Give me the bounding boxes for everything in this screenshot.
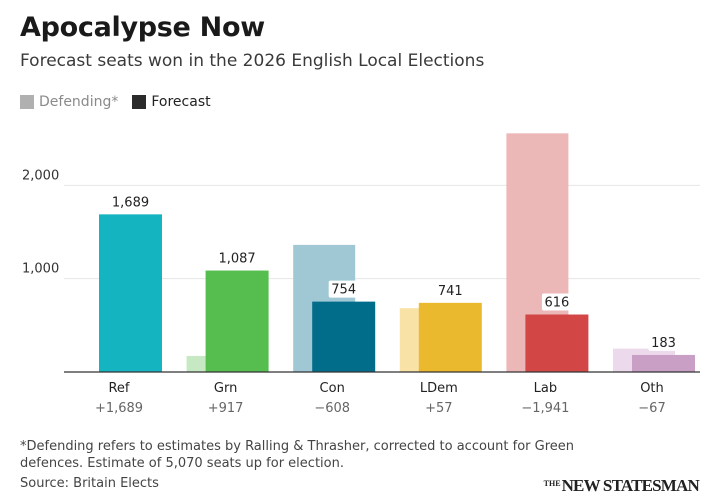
- bar-forecast-grn: [205, 270, 269, 372]
- data-label-halo: [435, 281, 466, 299]
- data-label: 1,689: [112, 195, 149, 210]
- change-label: −67: [638, 401, 665, 416]
- legend: Defending* Forecast: [20, 94, 225, 110]
- data-label-halo: [214, 249, 261, 267]
- x-tick-label: Oth: [640, 381, 664, 396]
- bar-chart: 1,000 2,000 1,689 Ref +1,689 1,087 Grn +917 754 C…: [22, 133, 700, 416]
- change-label: −1,941: [521, 401, 569, 416]
- x-tick-label: Grn: [214, 381, 237, 396]
- data-label-halo: [107, 193, 154, 211]
- data-label: 1,087: [218, 252, 255, 267]
- legend-item-defending: Defending*: [20, 94, 118, 110]
- x-tick-label: LDem: [420, 381, 458, 396]
- change-label: +917: [208, 401, 244, 416]
- data-label: 741: [438, 284, 463, 299]
- data-label: 183: [651, 336, 676, 351]
- data-label-halo: [328, 280, 359, 298]
- footnote: *Defending refers to estimates by Rallin…: [20, 439, 574, 471]
- legend-label-defending: Defending*: [39, 94, 119, 110]
- change-label: +1,689: [95, 401, 143, 416]
- x-tick-label: Lab: [534, 381, 557, 396]
- change-label: −608: [314, 401, 350, 416]
- data-label-halo: [648, 333, 679, 351]
- logo-prefix: THE: [543, 479, 561, 488]
- legend-swatch-forecast: [132, 95, 147, 109]
- bar-forecast-lab: [525, 314, 589, 372]
- y-tick-label: 1,000: [22, 262, 59, 277]
- x-tick-label: Con: [320, 381, 345, 396]
- source-note: Source: Britain Elects: [20, 476, 159, 491]
- bar-forecast-ref: [99, 214, 162, 372]
- bar-forecast-oth: [632, 354, 695, 372]
- bar-forecast-con: [312, 301, 376, 372]
- data-label: 616: [544, 296, 569, 311]
- bar-forecast-ldem: [418, 302, 482, 372]
- legend-item-forecast: Forecast: [132, 94, 211, 110]
- legend-swatch-defending: [20, 95, 34, 109]
- chart-title: Apocalypse Now: [20, 12, 265, 43]
- logo-name: NEW STATESMAN: [561, 476, 700, 495]
- x-tick-label: Ref: [108, 381, 129, 396]
- legend-label-forecast: Forecast: [151, 94, 211, 110]
- chart-subtitle: Forecast seats won in the 2026 English L…: [20, 51, 485, 71]
- publisher-logo: THENEW STATESMAN: [543, 476, 700, 496]
- change-label: +57: [425, 401, 452, 416]
- data-label: 754: [331, 283, 356, 298]
- data-label-halo: [541, 293, 572, 311]
- y-tick-label: 2,000: [22, 168, 59, 183]
